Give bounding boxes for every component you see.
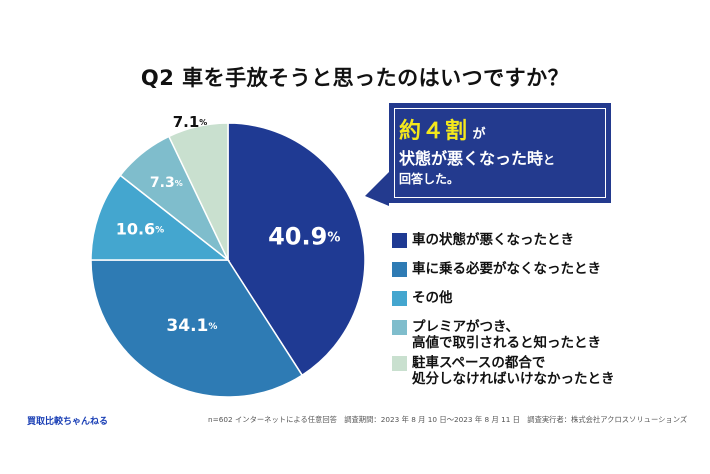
legend-label: 駐車スペースの都合で 処分しなければいけなかったとき xyxy=(412,355,615,387)
callout-line-2-suffix: と xyxy=(543,153,556,167)
pie-slice xyxy=(167,122,229,261)
callout-pointer xyxy=(365,172,389,206)
legend-label: 車の状態が悪くなったとき xyxy=(412,232,574,248)
callout-box: 約４割 が 状態が悪くなった時と 回答した。 xyxy=(389,103,611,203)
callout-border xyxy=(394,108,606,198)
pie-slice-label: 7.1% xyxy=(173,113,208,131)
legend-swatch xyxy=(392,320,407,335)
legend-swatch xyxy=(392,262,407,277)
pie-slice-label: 40.9% xyxy=(268,223,340,251)
callout-line-1: 約４割 が xyxy=(399,113,486,145)
pie-slice-label: 34.1% xyxy=(166,316,217,336)
callout-line-2: 状態が悪くなった時と xyxy=(399,145,555,169)
callout-line-2-text: 状態が悪くなった時 xyxy=(399,149,544,168)
callout-line-3: 回答した。 xyxy=(399,172,460,186)
legend-swatch xyxy=(392,291,407,306)
pie-slice-label: 7.3% xyxy=(150,175,183,191)
footer-survey-note: n=602 インターネットによる任意回答 調査期間：2023 年 8 月 10 … xyxy=(208,415,688,424)
legend-label: プレミアがつき、 高値で取引されると知ったとき xyxy=(412,319,601,351)
footer-brand[interactable]: 買取比較ちゃんねる xyxy=(27,417,109,427)
legend-label: その他 xyxy=(412,290,453,306)
callout-highlight: 約４割 xyxy=(399,119,469,144)
legend-label: 車に乗る必要がなくなったとき xyxy=(412,261,601,277)
chart-title: Q2 車を手放そうと思ったのはいつですか？ xyxy=(140,66,570,90)
callout-line-1-suffix: が xyxy=(472,127,486,142)
legend-swatch xyxy=(392,233,407,248)
legend-swatch xyxy=(392,356,407,371)
pie-slice xyxy=(90,259,304,398)
pie-slice xyxy=(90,174,231,261)
pie-slice-label: 10.6% xyxy=(116,219,165,238)
